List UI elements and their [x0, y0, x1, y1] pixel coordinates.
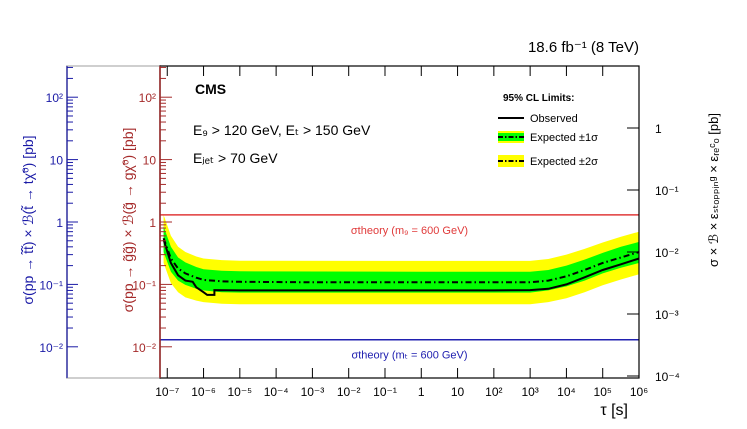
legend-expected2: Expected ±2σ	[530, 156, 598, 168]
legend-title: 95% CL Limits:	[503, 93, 575, 104]
expected-line	[162, 237, 640, 284]
x-tick-label: 1	[418, 385, 425, 399]
legend-expected1: Expected ±1σ	[530, 132, 598, 144]
right-tick-label: 10⁻⁴	[655, 370, 680, 384]
main-tick-label: 10²	[139, 91, 156, 105]
main-axis-ticks: 10⁻² 10⁻¹ 1 10 10²	[132, 66, 172, 355]
stop-axis-ticks: 10⁻² 10⁻¹ 1 10 10²	[39, 66, 78, 355]
x-tick-label: 10²	[485, 385, 502, 399]
x-tick-label: 10⁵	[594, 385, 612, 399]
legend-observed: Observed	[530, 113, 578, 125]
limit-curves	[162, 237, 640, 296]
stop-axis-frame	[66, 65, 161, 379]
theory-lines: σtheory (m₉ = 600 GeV) σtheory (mₜ = 600 …	[160, 214, 639, 362]
cms-label: CMS	[195, 81, 226, 97]
x-tick-label: 10³	[521, 385, 538, 399]
main-tick-label: 10⁻²	[132, 341, 156, 355]
main-tick-label: 10⁻¹	[132, 278, 156, 292]
main-tick-label: 1	[149, 216, 156, 230]
x-tick-label: 10⁻³	[301, 385, 325, 399]
x-tick-label: 10⁻⁶	[191, 385, 216, 399]
stop-tick-label: 10⁻¹	[39, 278, 63, 292]
right-tick-label: 10⁻²	[655, 246, 679, 260]
right-axis-ticks: 1 10⁻¹ 10⁻² 10⁻³ 10⁻⁴	[627, 122, 680, 384]
right-tick-label: 10⁻¹	[655, 184, 679, 198]
theory-label-stop: σtheory (mₜ = 600 GeV)	[351, 350, 467, 362]
x-axis-title: τ [s]	[600, 402, 628, 419]
band-1-sigma	[163, 226, 639, 293]
main-axis-title: σ(pp → g̃g̃) × ℬ(g̃ → gχ̃⁰) [pb]	[120, 128, 136, 313]
right-tick-label: 1	[655, 122, 662, 136]
main-tick-label: 10	[143, 154, 157, 168]
right-tick-label: 10⁻³	[655, 308, 679, 322]
x-tick-label: 10⁻²	[337, 385, 361, 399]
x-tick-label: 10⁻⁴	[264, 385, 289, 399]
stop-tick-label: 10²	[46, 91, 63, 105]
x-tick-label: 10⁻⁷	[155, 385, 179, 399]
theory-label-gluino: σtheory (m₉ = 600 GeV)	[351, 225, 468, 237]
cuts-line-2: Eⱼₑₜ > 70 GeV	[193, 150, 278, 166]
stop-tick-label: 10⁻²	[39, 341, 63, 355]
stop-tick-label: 10	[50, 154, 64, 168]
legend: 95% CL Limits: Observed Expected ±1σ Exp…	[498, 93, 598, 168]
x-tick-label: 10⁻¹	[373, 385, 397, 399]
stop-tick-label: 1	[56, 216, 63, 230]
x-tick-label: 10⁶	[630, 385, 648, 399]
x-axis-ticks: 10⁻⁷ 10⁻⁶ 10⁻⁵ 10⁻⁴ 10⁻³ 10⁻² 10⁻¹ 1 10 10² 10³ 10⁴…	[155, 66, 648, 399]
x-tick-label: 10	[451, 385, 465, 399]
cuts-line-1: E₉ > 120 GeV, Eₜ > 150 GeV	[193, 122, 371, 138]
x-tick-label: 10⁻⁵	[228, 385, 253, 399]
lumi-label: 18.6 fb⁻¹ (8 TeV)	[528, 39, 639, 56]
right-axis-title: σ × ℬ × εₛₜₒₚₚᵢₙᵍ × εᵣₑᶜₒ [pb]	[706, 113, 721, 267]
x-tick-label: 10⁴	[557, 385, 576, 399]
observed-line	[162, 239, 640, 296]
stop-axis-title: σ(pp → t̃t̃) × ℬ(t̃ → tχ̃⁰) [pb]	[20, 135, 36, 304]
